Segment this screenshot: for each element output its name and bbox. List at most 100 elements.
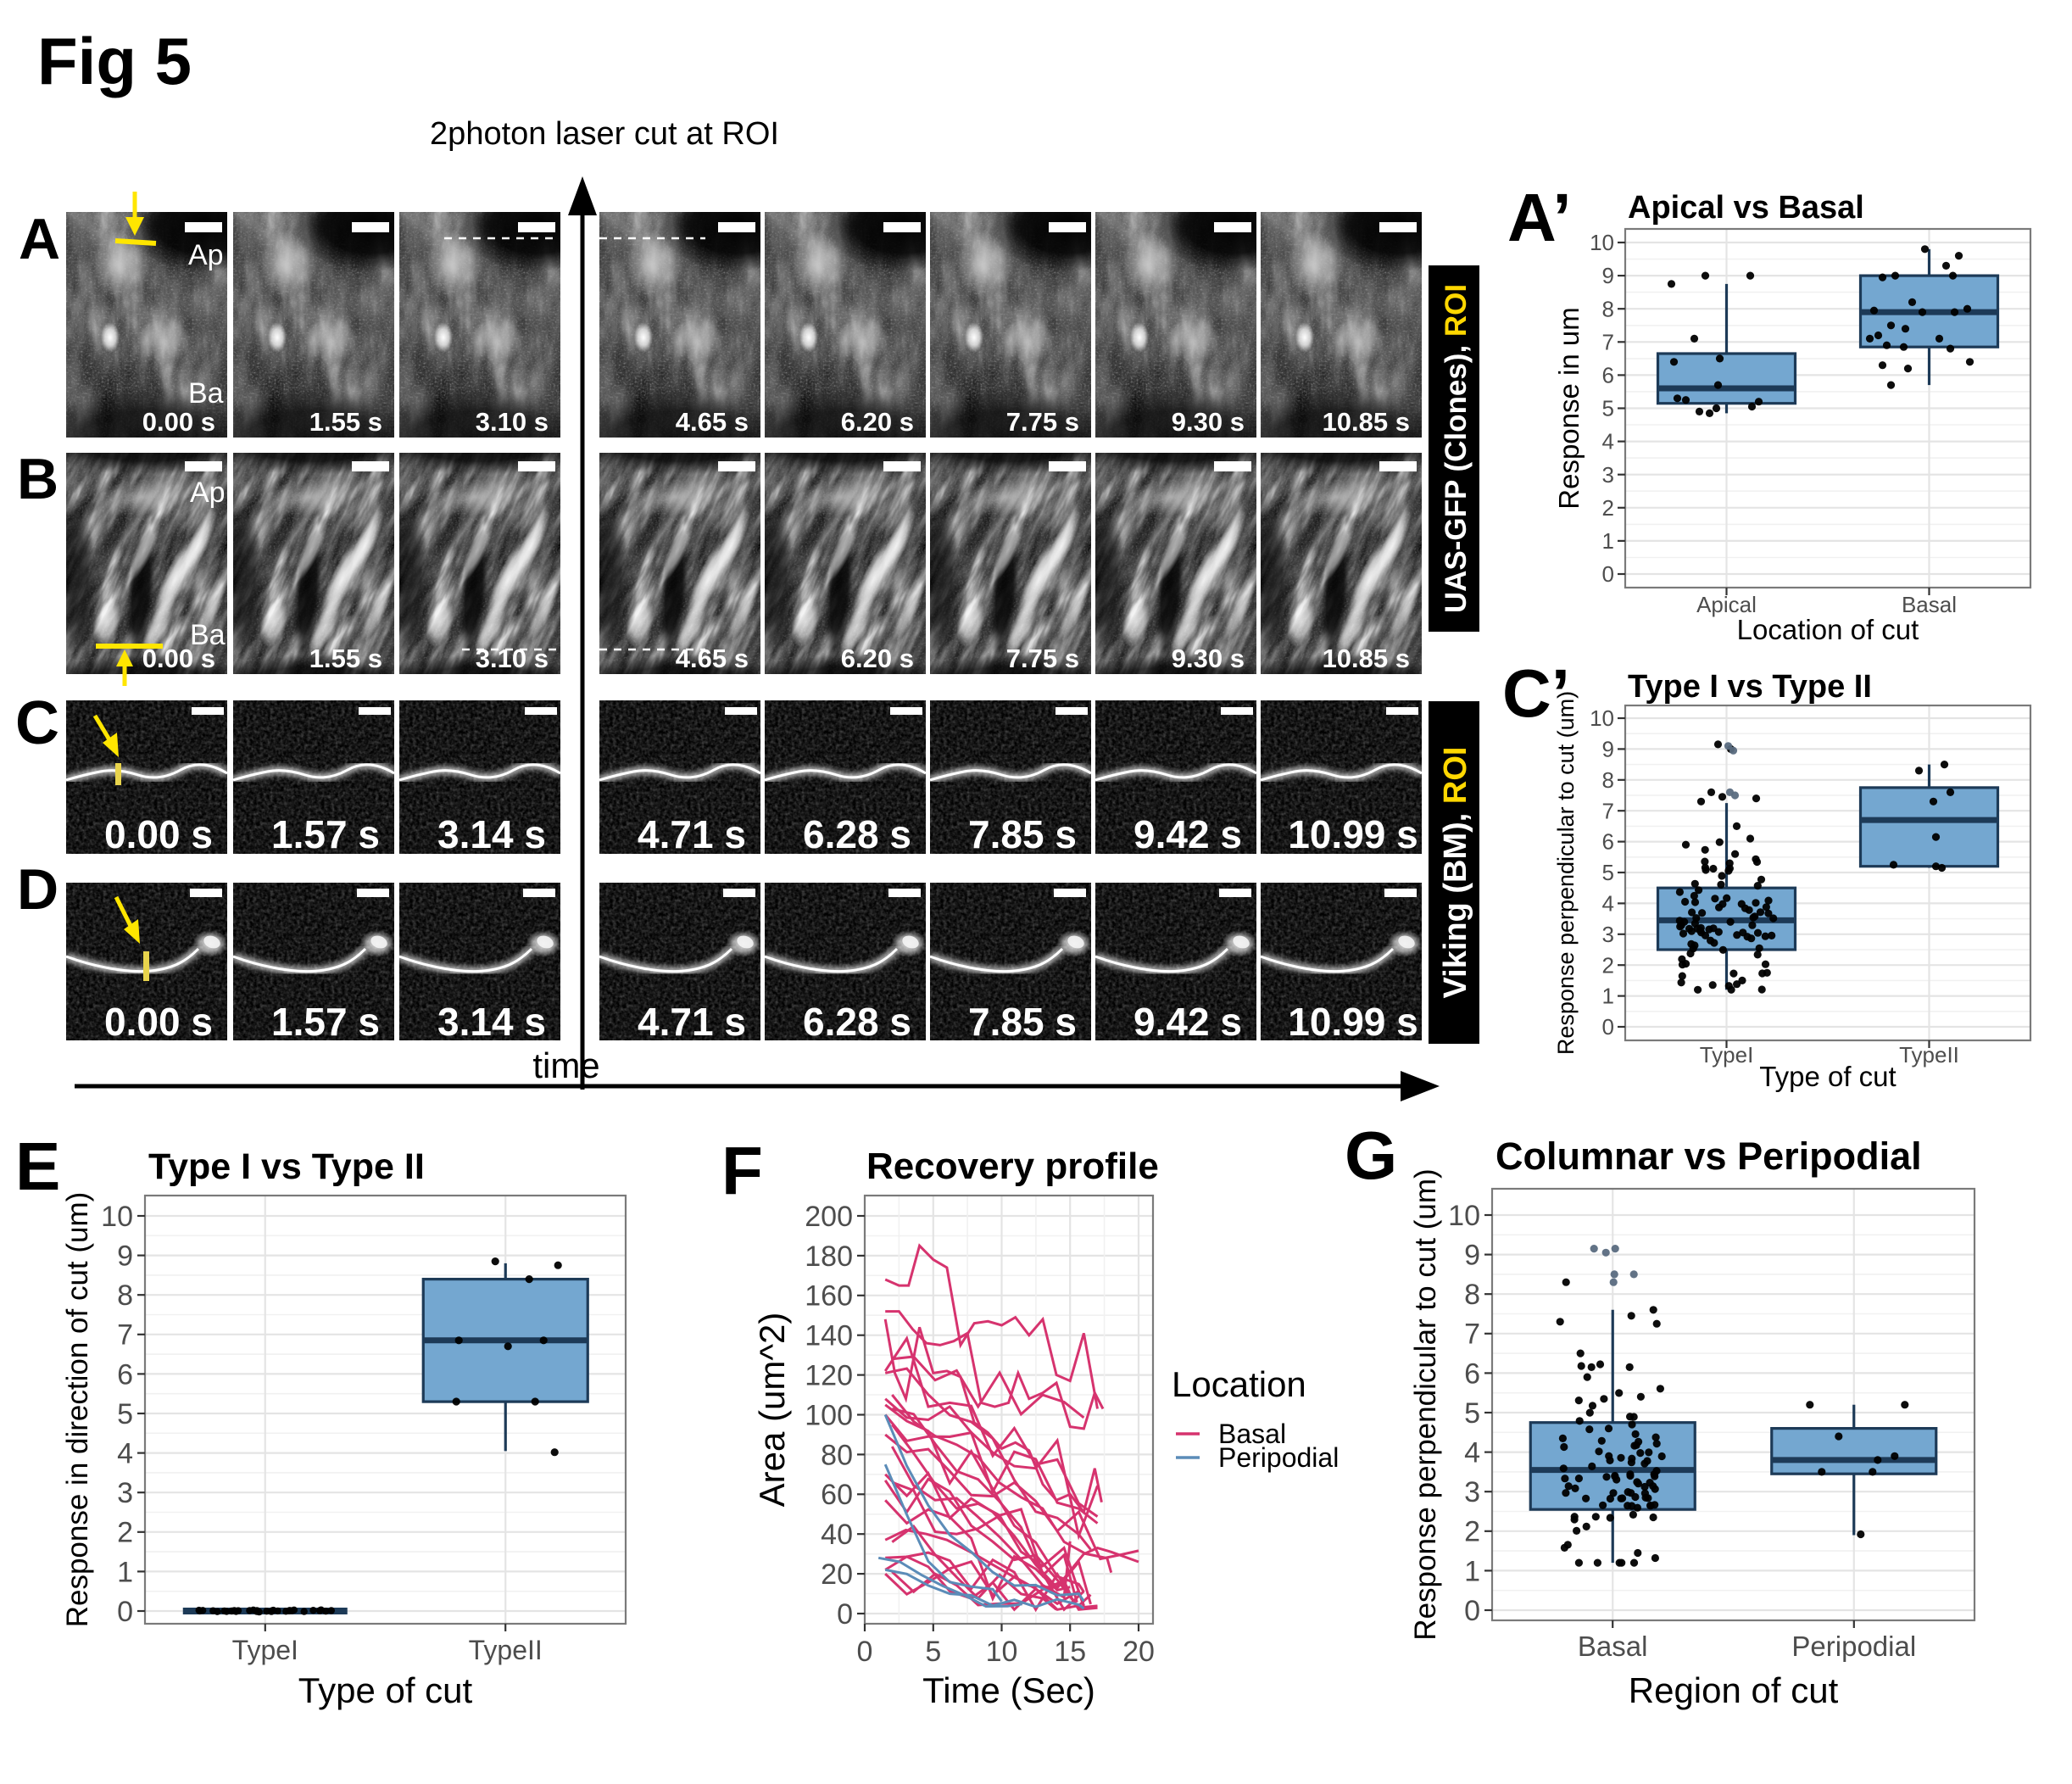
svg-text:7: 7: [117, 1319, 133, 1352]
svg-text:0: 0: [117, 1596, 133, 1628]
svg-text:1.57 s: 1.57 s: [271, 812, 380, 856]
svg-text:E: E: [15, 1129, 60, 1204]
svg-text:9.42 s: 9.42 s: [1133, 812, 1242, 856]
svg-text:4.65 s: 4.65 s: [676, 407, 749, 437]
svg-text:7: 7: [1464, 1318, 1480, 1351]
svg-text:6: 6: [1602, 829, 1614, 855]
svg-text:A’: A’: [1507, 180, 1572, 255]
svg-text:0: 0: [837, 1598, 853, 1631]
svg-text:5: 5: [1602, 396, 1614, 421]
svg-text:Basal: Basal: [1218, 1419, 1286, 1449]
svg-text:9.30 s: 9.30 s: [1172, 407, 1245, 437]
svg-text:2photon laser cut at ROI: 2photon laser cut at ROI: [430, 116, 779, 152]
svg-text:9.30 s: 9.30 s: [1172, 644, 1245, 673]
svg-text:1: 1: [1602, 984, 1614, 1009]
svg-text:3: 3: [117, 1477, 133, 1509]
svg-text:5: 5: [1464, 1397, 1480, 1430]
svg-text:Type of cut: Type of cut: [1759, 1061, 1896, 1092]
svg-text:10: 10: [1590, 230, 1614, 255]
svg-text:10.85 s: 10.85 s: [1323, 407, 1410, 437]
svg-text:F: F: [721, 1133, 763, 1208]
svg-text:8: 8: [1602, 767, 1614, 793]
svg-text:TypeII: TypeII: [469, 1635, 543, 1665]
svg-text:4: 4: [1602, 429, 1614, 454]
svg-text:D: D: [17, 857, 58, 922]
svg-text:2: 2: [1602, 952, 1614, 978]
svg-text:10.85 s: 10.85 s: [1323, 644, 1410, 673]
svg-text:4.65 s: 4.65 s: [676, 644, 749, 673]
svg-text:Type of cut: Type of cut: [298, 1670, 473, 1710]
svg-text:Location of cut: Location of cut: [1737, 614, 1919, 645]
svg-text:Response perpendicular to cut: Response perpendicular to cut (um): [1553, 691, 1579, 1055]
svg-text:80: 80: [821, 1439, 853, 1471]
svg-text:9.42 s: 9.42 s: [1133, 1000, 1242, 1044]
svg-text:0: 0: [857, 1636, 873, 1668]
svg-text:5: 5: [1602, 860, 1614, 885]
svg-text:15: 15: [1054, 1636, 1086, 1668]
svg-text:180: 180: [805, 1240, 853, 1273]
svg-text:Peripodial: Peripodial: [1218, 1442, 1339, 1473]
svg-text:Peripodial: Peripodial: [1791, 1631, 1916, 1662]
svg-text:0: 0: [1602, 1014, 1614, 1040]
svg-text:Response in um: Response in um: [1553, 307, 1585, 509]
svg-text:Basal: Basal: [1902, 592, 1957, 617]
svg-text:2: 2: [1464, 1516, 1480, 1548]
svg-text:Fig 5: Fig 5: [37, 24, 192, 98]
svg-text:10.99 s: 10.99 s: [1288, 1000, 1418, 1044]
svg-text:6: 6: [1602, 363, 1614, 388]
svg-text:6.20 s: 6.20 s: [841, 407, 914, 437]
svg-text:10: 10: [1590, 705, 1614, 731]
svg-text:1.55 s: 1.55 s: [309, 644, 382, 673]
svg-text:Ap: Ap: [188, 239, 224, 271]
svg-text:time: time: [532, 1045, 599, 1085]
svg-text:Type I vs Type II: Type I vs Type II: [148, 1146, 425, 1187]
svg-text:6.28 s: 6.28 s: [803, 1000, 911, 1044]
svg-text:2: 2: [117, 1517, 133, 1549]
svg-text:5: 5: [117, 1398, 133, 1430]
svg-text:Type I vs Type II: Type I vs Type II: [1628, 669, 1872, 705]
svg-text:5: 5: [925, 1636, 941, 1668]
svg-text:8: 8: [117, 1279, 133, 1312]
svg-text:0.00 s: 0.00 s: [104, 1000, 213, 1044]
svg-text:4: 4: [1602, 891, 1614, 917]
svg-text:Apical vs Basal: Apical vs Basal: [1628, 190, 1864, 226]
svg-text:7.85 s: 7.85 s: [968, 1000, 1077, 1044]
svg-text:0: 0: [1602, 561, 1614, 587]
svg-text:C: C: [15, 689, 59, 757]
svg-text:8: 8: [1464, 1279, 1480, 1311]
svg-text:1.55 s: 1.55 s: [309, 407, 382, 437]
svg-text:Area (um^2): Area (um^2): [752, 1313, 792, 1508]
svg-text:7.85 s: 7.85 s: [968, 812, 1077, 856]
svg-text:7: 7: [1602, 798, 1614, 823]
svg-text:4.71 s: 4.71 s: [638, 812, 746, 856]
svg-text:20: 20: [1122, 1636, 1155, 1668]
svg-text:40: 40: [821, 1519, 853, 1551]
svg-text:Columnar vs Peripodial: Columnar vs Peripodial: [1496, 1135, 1922, 1178]
svg-text:0.00 s: 0.00 s: [104, 812, 213, 856]
svg-text:6: 6: [117, 1358, 133, 1391]
svg-text:1: 1: [1602, 528, 1614, 554]
svg-text:Ap: Ap: [190, 477, 226, 509]
svg-text:20: 20: [821, 1558, 853, 1591]
svg-text:3.14 s: 3.14 s: [437, 812, 546, 856]
svg-text:Response perpendicular to cut: Response perpendicular to cut (um): [1409, 1168, 1442, 1640]
svg-text:10: 10: [101, 1201, 133, 1233]
svg-text:Response in direction of cut (: Response in direction of cut (um): [61, 1192, 94, 1628]
svg-text:4.71 s: 4.71 s: [638, 1000, 746, 1044]
svg-text:8: 8: [1602, 296, 1614, 321]
svg-text:B: B: [17, 447, 58, 511]
svg-text:Recovery profile: Recovery profile: [866, 1146, 1159, 1187]
svg-text:4: 4: [117, 1438, 133, 1470]
svg-text:3: 3: [1602, 922, 1614, 947]
svg-text:140: 140: [805, 1320, 853, 1352]
svg-text:60: 60: [821, 1479, 853, 1511]
svg-text:3: 3: [1602, 462, 1614, 488]
svg-text:1: 1: [1464, 1555, 1480, 1587]
svg-text:TypeI: TypeI: [232, 1635, 298, 1665]
svg-text:2: 2: [1602, 495, 1614, 521]
svg-text:Ba: Ba: [188, 377, 224, 410]
svg-text:10: 10: [986, 1636, 1018, 1668]
svg-text:120: 120: [805, 1360, 853, 1392]
svg-text:7.75 s: 7.75 s: [1006, 407, 1079, 437]
svg-text:3.14 s: 3.14 s: [437, 1000, 546, 1044]
